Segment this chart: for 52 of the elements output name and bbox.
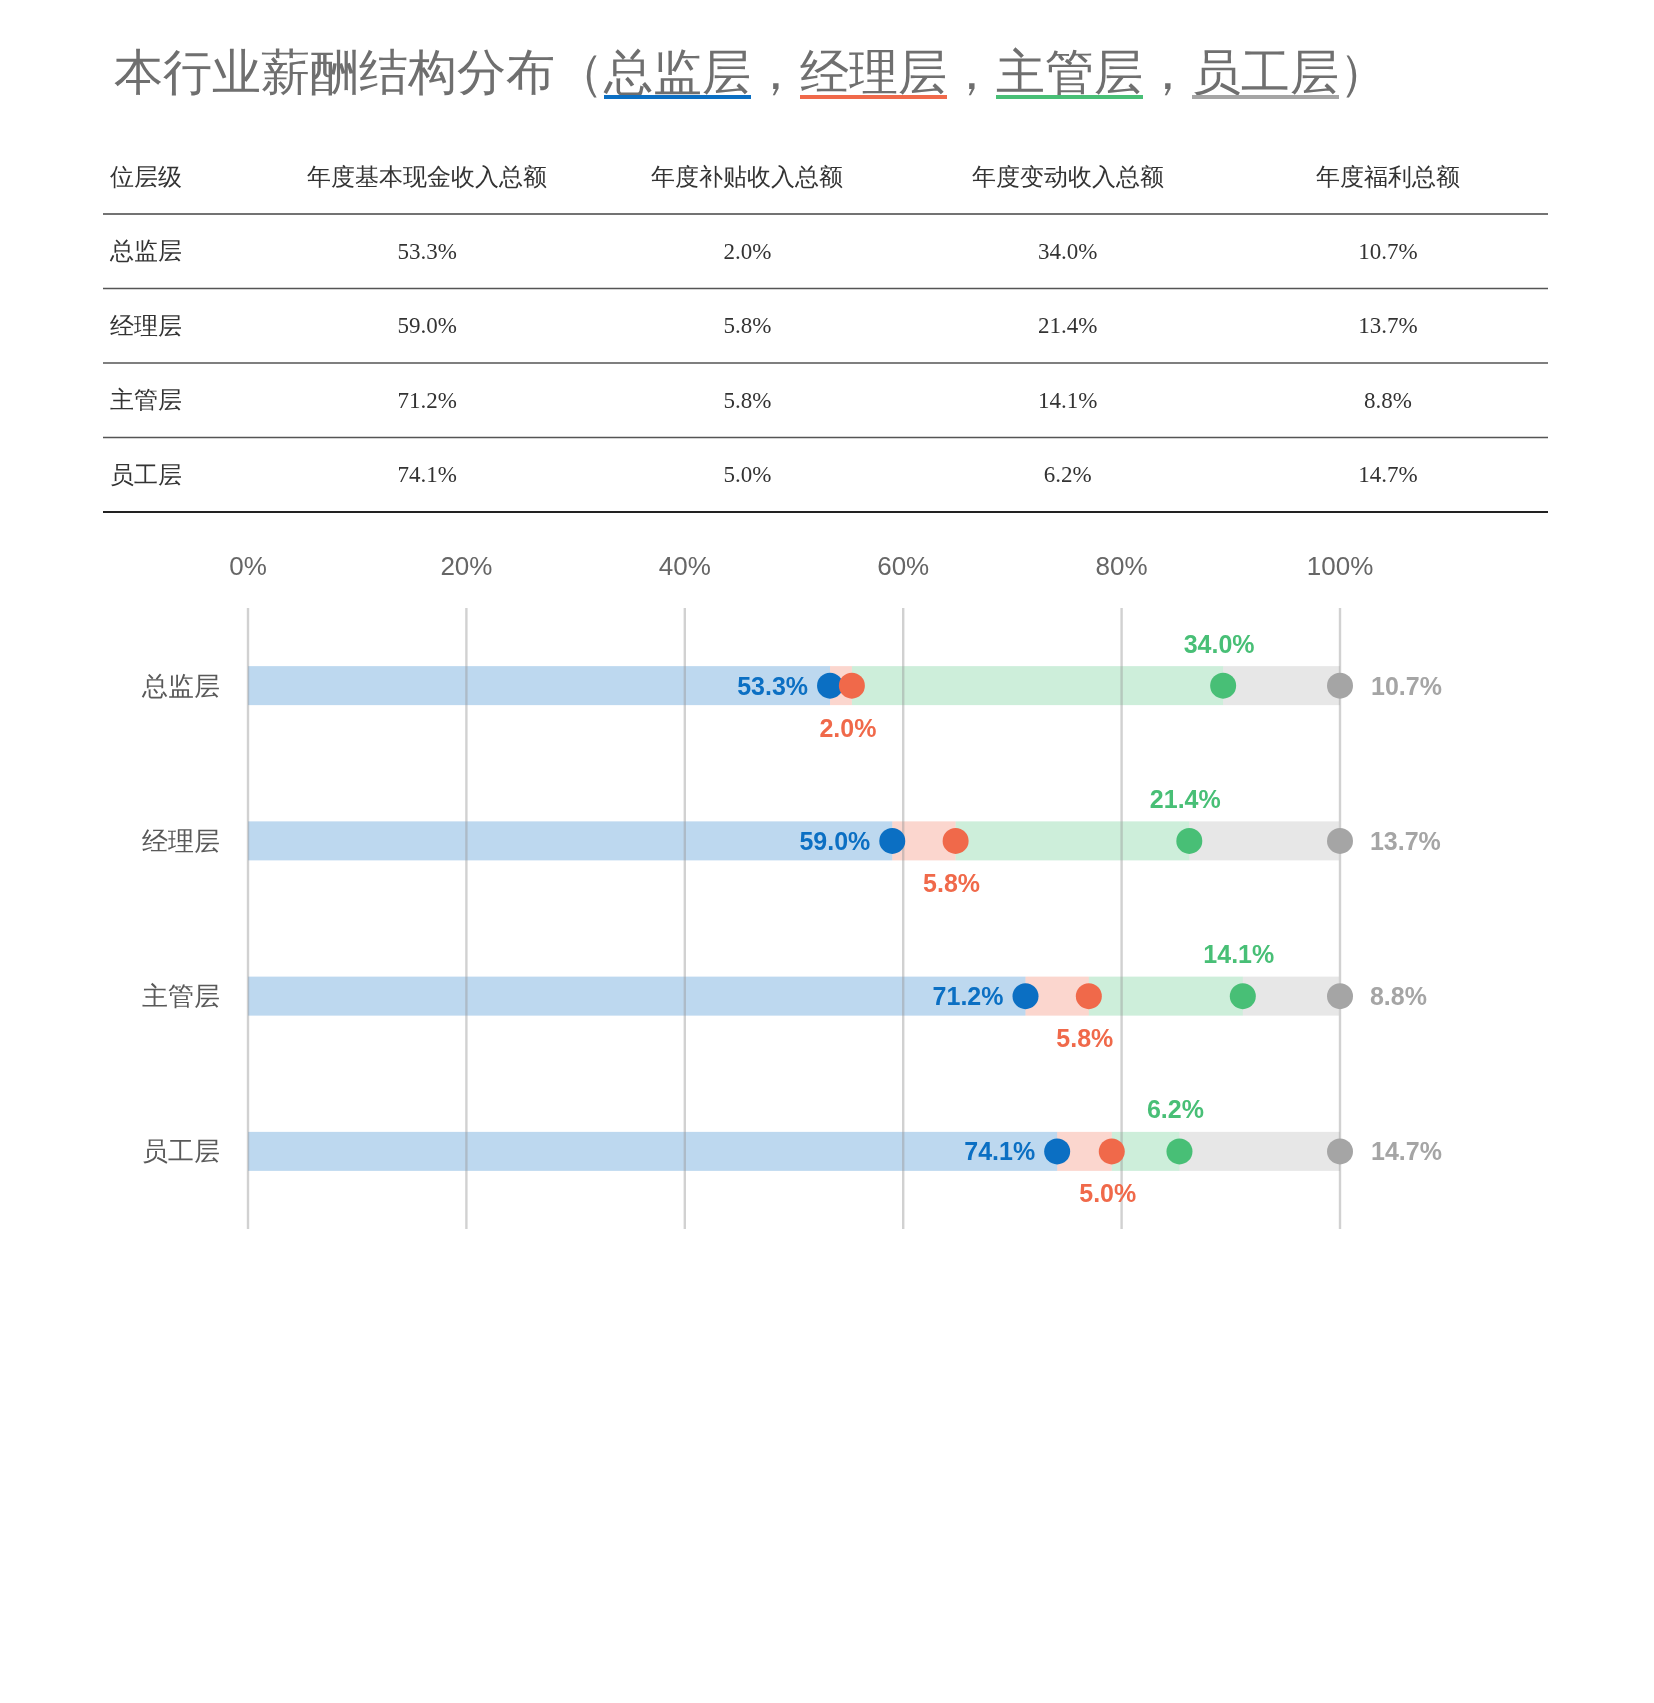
data-label: 14.7% — [1371, 1137, 1442, 1166]
x-tick-label: 80% — [1095, 551, 1148, 581]
text: 34.0% — [1037, 238, 1098, 264]
category-label: 员工层 — [110, 461, 182, 488]
data-label: 74.1% — [964, 1137, 1036, 1166]
x-tick-label: 60% — [877, 551, 930, 581]
y-tick-label: 主管层 — [142, 981, 220, 1012]
category-label: 经理层 — [110, 312, 182, 339]
text: 6.2% — [1043, 462, 1092, 488]
text: 21.4% — [1037, 313, 1098, 339]
text: 年度基本现金收入总额 — [307, 164, 548, 190]
text: 5.8% — [723, 387, 772, 413]
data-label: 5.8% — [923, 868, 981, 897]
data-label: 53.3% — [737, 671, 809, 700]
data-label: 5.0% — [1079, 1179, 1137, 1208]
data-label: 59.0% — [799, 826, 871, 855]
y-tick-label: 总监层 — [141, 670, 220, 701]
x-tick-label: 20% — [440, 551, 493, 581]
text: 位层级 — [110, 164, 182, 190]
text: 10.7% — [1358, 238, 1418, 264]
x-tick-label: 0% — [229, 551, 267, 581]
category-label: 主管层 — [110, 387, 182, 414]
y-tick-label: 经理层 — [142, 825, 220, 856]
data-label: 34.0% — [1183, 629, 1255, 658]
text: 年度变动收入总额 — [971, 164, 1164, 190]
text: 59.0% — [397, 313, 457, 339]
category-label: 总监层 — [110, 238, 182, 265]
data-label: 6.2% — [1146, 1095, 1204, 1124]
data-label: 10.7% — [1371, 671, 1442, 700]
text: 14.7% — [1358, 462, 1418, 488]
data-label: 14.1% — [1203, 940, 1275, 969]
data-label: 21.4% — [1149, 784, 1221, 813]
text: 年度补贴收入总额 — [651, 164, 844, 190]
data-label: 5.8% — [1056, 1024, 1114, 1053]
chart-title: 本行业薪酬结构分布（总监层，经理层，主管层，员工层） — [114, 45, 1388, 99]
text: 13.7% — [1358, 313, 1418, 339]
data-label: 71.2% — [932, 982, 1004, 1011]
text: 53.3% — [397, 238, 457, 264]
text: 74.1% — [397, 462, 457, 488]
text: 5.0% — [723, 462, 772, 488]
data-label: 8.8% — [1369, 982, 1427, 1011]
data-label: 13.7% — [1369, 826, 1441, 855]
y-tick-label: 员工层 — [142, 1136, 220, 1167]
x-tick-label: 100% — [1306, 551, 1374, 581]
x-tick-label: 40% — [658, 551, 711, 581]
text: 年度福利总额 — [1315, 164, 1460, 190]
text: 71.2% — [397, 387, 457, 413]
text: 2.0% — [723, 238, 772, 264]
data-label: 2.0% — [819, 713, 877, 742]
text: 8.8% — [1363, 387, 1412, 413]
text: 5.8% — [723, 313, 772, 339]
text: 14.1% — [1037, 387, 1098, 413]
